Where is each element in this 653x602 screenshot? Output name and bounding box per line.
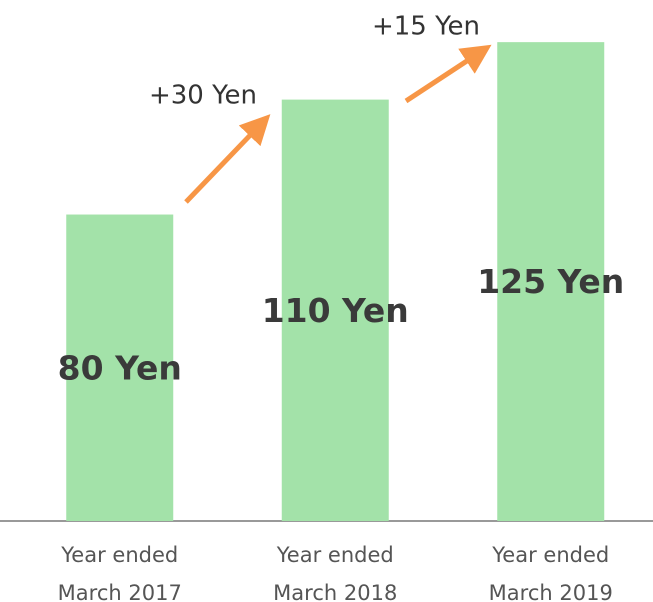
arrow [184, 114, 271, 204]
bar [66, 214, 174, 521]
x-tick-label: Year ended March 2019 [488, 543, 613, 602]
annotation: +15 Yen [372, 12, 480, 42]
arrow [404, 44, 492, 104]
bar [281, 99, 389, 522]
annotation: +30 Yen [149, 81, 257, 111]
bar [497, 42, 605, 521]
x-tick-label: Year ended March 2018 [273, 543, 398, 602]
x-tick-label: Year ended March 2017 [57, 543, 182, 602]
value-label: 80 Yen [58, 348, 182, 387]
value-label: 110 Yen [262, 291, 409, 330]
value-label: 125 Yen [477, 262, 624, 301]
